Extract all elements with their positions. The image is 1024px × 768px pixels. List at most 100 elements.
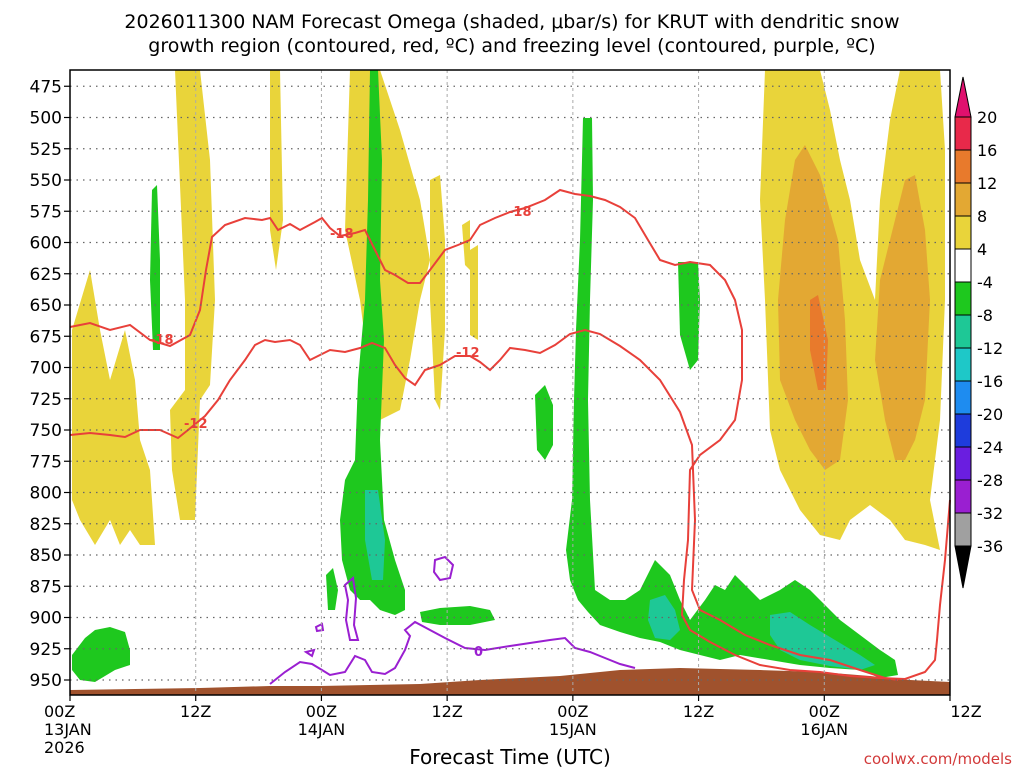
x-tick-label: 00Z [809, 702, 840, 721]
colorbar-label: 12 [977, 174, 997, 193]
y-tick-label: 725 [30, 390, 62, 410]
colorbar-swatch [954, 413, 972, 448]
credit-text: coolwx.com/models [864, 750, 1012, 768]
plot-frame [69, 69, 951, 696]
contour-label: 0 [474, 645, 483, 660]
y-tick-label: 500 [30, 109, 62, 129]
omega-orange-region [875, 175, 930, 460]
colorbar-swatch [954, 215, 972, 250]
colorbar-swatch [954, 512, 972, 547]
y-tick-label: 650 [30, 296, 62, 316]
contour-labels: -18 -18 -18 -12 -12 0 [150, 205, 532, 660]
x-tick-label: 00Z [44, 702, 75, 721]
contour-label: -18 [508, 205, 532, 220]
terrain-fill [70, 668, 950, 695]
x-tick-label: 12Z [431, 702, 462, 721]
contour-minus18 [69, 188, 951, 681]
y-tick-label: 800 [30, 484, 62, 504]
omega-yellow-region [462, 220, 470, 270]
colorbar-bottom-arrow [954, 545, 972, 589]
x-tick-label: 13JAN [44, 720, 92, 739]
chart-title-line2: growth region (contoured, red, ºC) and f… [148, 35, 875, 57]
omega-yellow-region [270, 70, 283, 270]
contour-label: -12 [184, 417, 208, 432]
colorbar-label: -32 [977, 504, 1003, 523]
y-tick-label: 575 [30, 202, 62, 222]
y-tick-label: 550 [30, 171, 62, 191]
y-tick-label: 700 [30, 359, 62, 379]
omega-dark-orange-region [810, 295, 828, 390]
y-tick-label: 625 [30, 265, 62, 285]
contour-zero-small [303, 648, 316, 658]
y-tick-label: 475 [30, 77, 62, 97]
colorbar-swatch [954, 479, 972, 514]
y-tick-label: 850 [30, 546, 62, 566]
plot-area: -18 -18 -18 -12 -12 0 [69, 69, 951, 696]
colorbar-label: 20 [977, 108, 997, 127]
contour-zero-small [343, 576, 360, 641]
contour-minus12 [69, 328, 899, 681]
colorbar-label: -16 [977, 372, 1003, 391]
x-tick-label: 16JAN [800, 720, 848, 739]
colorbar-swatch [954, 380, 972, 415]
red-contours [69, 188, 951, 681]
omega-green-region [365, 490, 385, 580]
x-tick-label: 2026 [44, 738, 85, 757]
x-tick-label: 12Z [950, 702, 981, 721]
colorbar: 20 16 12 8 4 -4 -8 -12 -16 -20 -24 -28 -32 -36 [954, 76, 1003, 589]
colorbar-label: -12 [977, 339, 1003, 358]
y-tick-label: 925 [30, 640, 62, 660]
colorbar-label: -36 [977, 537, 1003, 556]
y-axis-tick-labels: 475 500 525 550 575 600 625 650 675 700 725 750 775 8… [30, 77, 70, 691]
x-tick-label: 12Z [180, 702, 211, 721]
omega-green-region [770, 612, 875, 670]
contour-label: -18 [330, 227, 354, 242]
colorbar-label: 4 [977, 240, 987, 259]
omega-green-region [648, 595, 680, 640]
x-tick-label: 14JAN [298, 720, 346, 739]
colorbar-label: -20 [977, 405, 1003, 424]
omega-yellow-region [430, 175, 445, 410]
omega-green-region [420, 606, 495, 625]
colorbar-swatch [954, 149, 972, 184]
chart-title-line1: 2026011300 NAM Forecast Omega (shaded, μ… [124, 11, 899, 33]
y-tick-label: 825 [30, 515, 62, 535]
y-tick-label: 775 [30, 452, 62, 472]
colorbar-label: 16 [977, 141, 997, 160]
colorbar-label: -4 [977, 273, 993, 292]
colorbar-top-arrow [954, 76, 972, 118]
omega-green-region [72, 627, 130, 682]
colorbar-label: 8 [977, 207, 987, 226]
omega-yellow-region [72, 270, 155, 545]
omega-yellow-region [170, 70, 215, 520]
x-tick-label: 00Z [306, 702, 337, 721]
omega-green-region [535, 385, 553, 460]
colorbar-swatch [954, 182, 972, 217]
x-tick-label: 15JAN [549, 720, 597, 739]
grid-lines [70, 70, 950, 695]
colorbar-label: -24 [977, 438, 1003, 457]
omega-green-region [150, 185, 160, 350]
colorbar-swatch [954, 347, 972, 382]
y-tick-label: 600 [30, 234, 62, 254]
contour-zero [269, 620, 636, 685]
contour-zero-small [314, 622, 325, 633]
omega-green-region [566, 118, 898, 678]
x-tick-label: 12Z [683, 702, 714, 721]
colorbar-swatch [954, 248, 972, 283]
purple-contours [269, 555, 636, 685]
y-tick-label: 675 [30, 327, 62, 347]
colorbar-swatch [954, 116, 972, 151]
x-axis-title: Forecast Time (UTC) [409, 745, 611, 768]
y-tick-label: 525 [30, 140, 62, 160]
omega-green-region [678, 262, 700, 370]
contour-label: -12 [456, 346, 480, 361]
colorbar-swatch [954, 314, 972, 349]
colorbar-swatch [954, 446, 972, 481]
omega-green-region [326, 568, 338, 610]
contour-label: -18 [150, 333, 174, 348]
y-tick-label: 875 [30, 577, 62, 597]
y-tick-label: 750 [30, 421, 62, 441]
